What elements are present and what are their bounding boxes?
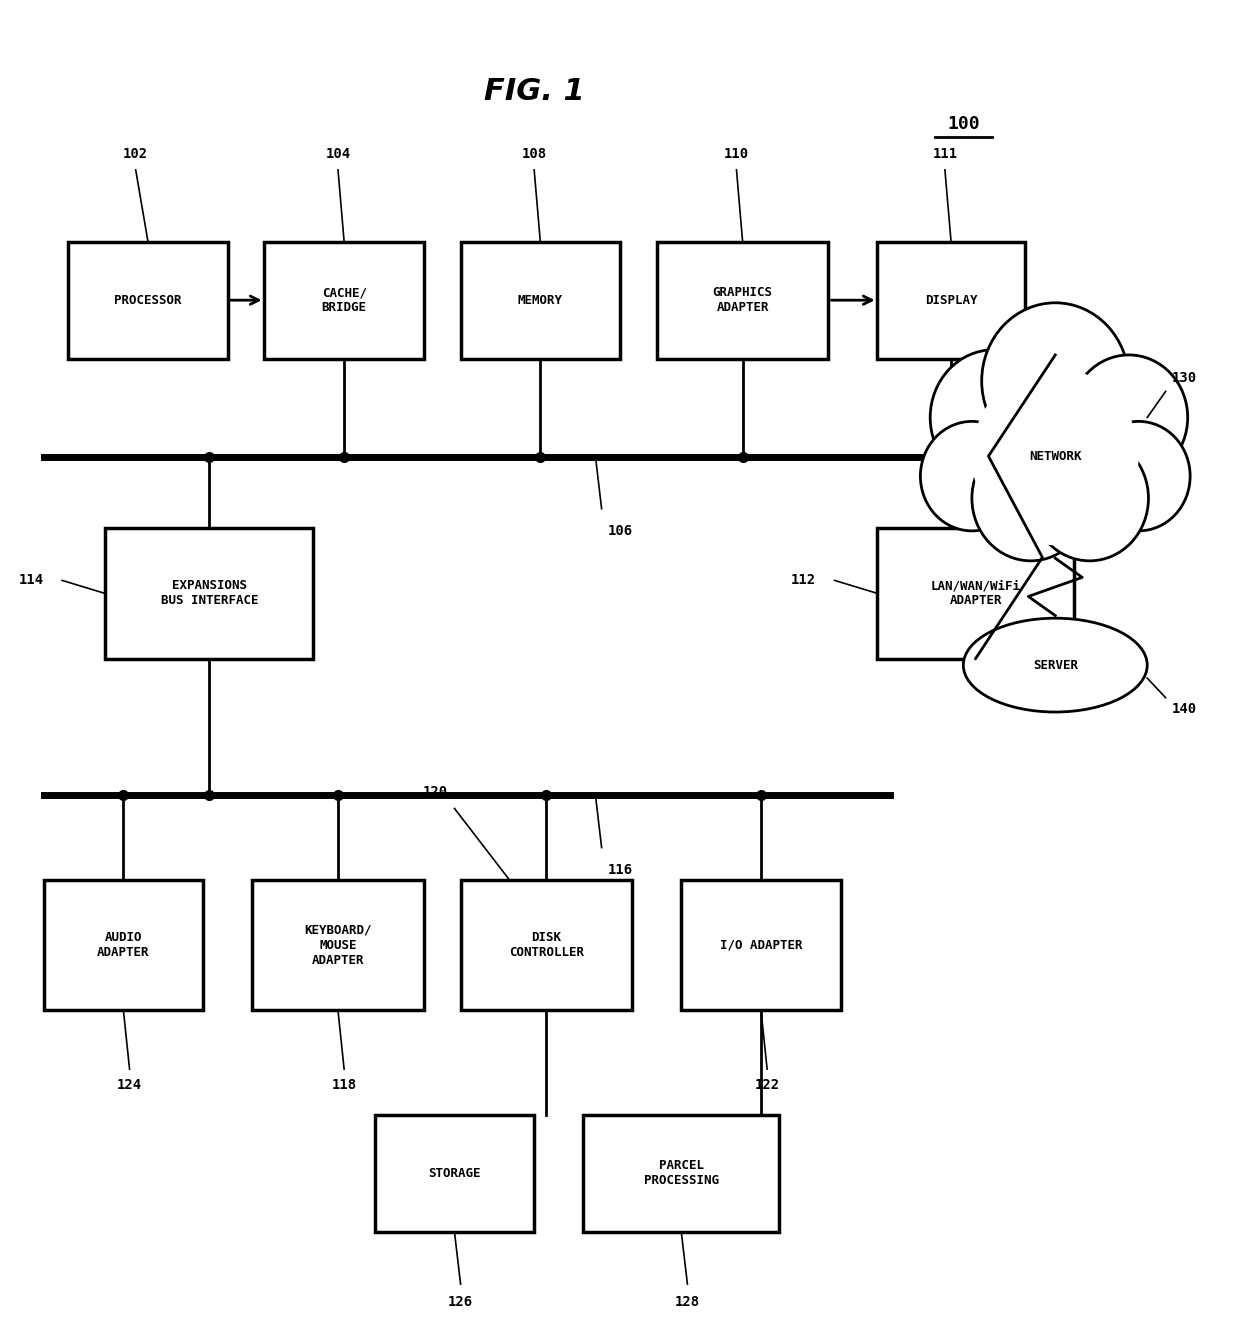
Text: 110: 110 [724,146,749,161]
Text: 140: 140 [1172,702,1197,716]
Text: FIG. 1: FIG. 1 [484,77,584,106]
Circle shape [1070,355,1188,480]
Text: SERVER: SERVER [1033,658,1078,671]
Circle shape [920,421,1023,530]
Text: STORAGE: STORAGE [428,1167,481,1181]
Text: 130: 130 [1172,371,1197,385]
Text: 108: 108 [522,146,547,161]
Text: 126: 126 [448,1295,474,1308]
FancyBboxPatch shape [681,880,841,1010]
Text: 111: 111 [932,146,957,161]
FancyBboxPatch shape [252,880,424,1010]
Text: 122: 122 [755,1078,780,1092]
FancyBboxPatch shape [264,241,424,359]
FancyBboxPatch shape [878,241,1024,359]
Text: 100: 100 [947,115,980,133]
Text: 120: 120 [423,785,449,799]
Text: 124: 124 [117,1078,143,1092]
Text: 106: 106 [608,525,632,538]
Text: 104: 104 [325,146,351,161]
Circle shape [972,368,1138,545]
FancyBboxPatch shape [43,880,203,1010]
Ellipse shape [963,619,1147,712]
Circle shape [1030,435,1148,561]
Text: NETWORK: NETWORK [1029,450,1081,463]
Text: DISK
CONTROLLER: DISK CONTROLLER [508,931,584,959]
FancyBboxPatch shape [105,529,314,658]
Text: MEMORY: MEMORY [518,294,563,307]
Text: PROCESSOR: PROCESSOR [114,294,182,307]
FancyBboxPatch shape [657,241,828,359]
Text: 114: 114 [19,574,43,587]
Text: CACHE/
BRIDGE: CACHE/ BRIDGE [321,286,367,314]
Text: KEYBOARD/
MOUSE
ADAPTER: KEYBOARD/ MOUSE ADAPTER [304,923,372,967]
Circle shape [930,350,1058,485]
FancyBboxPatch shape [460,241,620,359]
FancyBboxPatch shape [374,1115,534,1232]
Circle shape [1087,421,1190,530]
Text: 102: 102 [123,146,149,161]
Circle shape [972,435,1090,561]
FancyBboxPatch shape [583,1115,780,1232]
Text: EXPANSIONS
BUS INTERFACE: EXPANSIONS BUS INTERFACE [160,579,258,608]
Text: AUDIO
ADAPTER: AUDIO ADAPTER [97,931,150,959]
FancyBboxPatch shape [460,880,632,1010]
Text: GRAPHICS
ADAPTER: GRAPHICS ADAPTER [713,286,773,314]
Text: 118: 118 [331,1078,357,1092]
Text: PARCEL
PROCESSING: PARCEL PROCESSING [644,1159,719,1187]
Text: LAN/WAN/WiFi
ADAPTER: LAN/WAN/WiFi ADAPTER [930,579,1021,608]
Text: 128: 128 [675,1295,701,1308]
Text: DISPLAY: DISPLAY [925,294,977,307]
Circle shape [982,303,1128,459]
FancyBboxPatch shape [68,241,228,359]
Text: 112: 112 [791,574,816,587]
Text: 116: 116 [608,863,632,877]
FancyBboxPatch shape [878,529,1074,658]
Text: I/O ADAPTER: I/O ADAPTER [719,939,802,952]
